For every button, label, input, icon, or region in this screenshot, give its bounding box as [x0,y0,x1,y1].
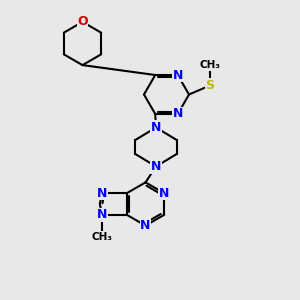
Text: S: S [206,79,214,92]
Text: N: N [151,160,161,173]
Text: N: N [172,107,183,121]
Text: N: N [140,219,151,232]
Text: N: N [172,68,183,82]
Text: N: N [151,121,161,134]
Text: N: N [97,187,107,200]
Text: CH₃: CH₃ [92,232,113,242]
Text: N: N [97,208,107,221]
Text: N: N [159,187,169,200]
Text: O: O [77,15,88,28]
Text: CH₃: CH₃ [200,60,220,70]
